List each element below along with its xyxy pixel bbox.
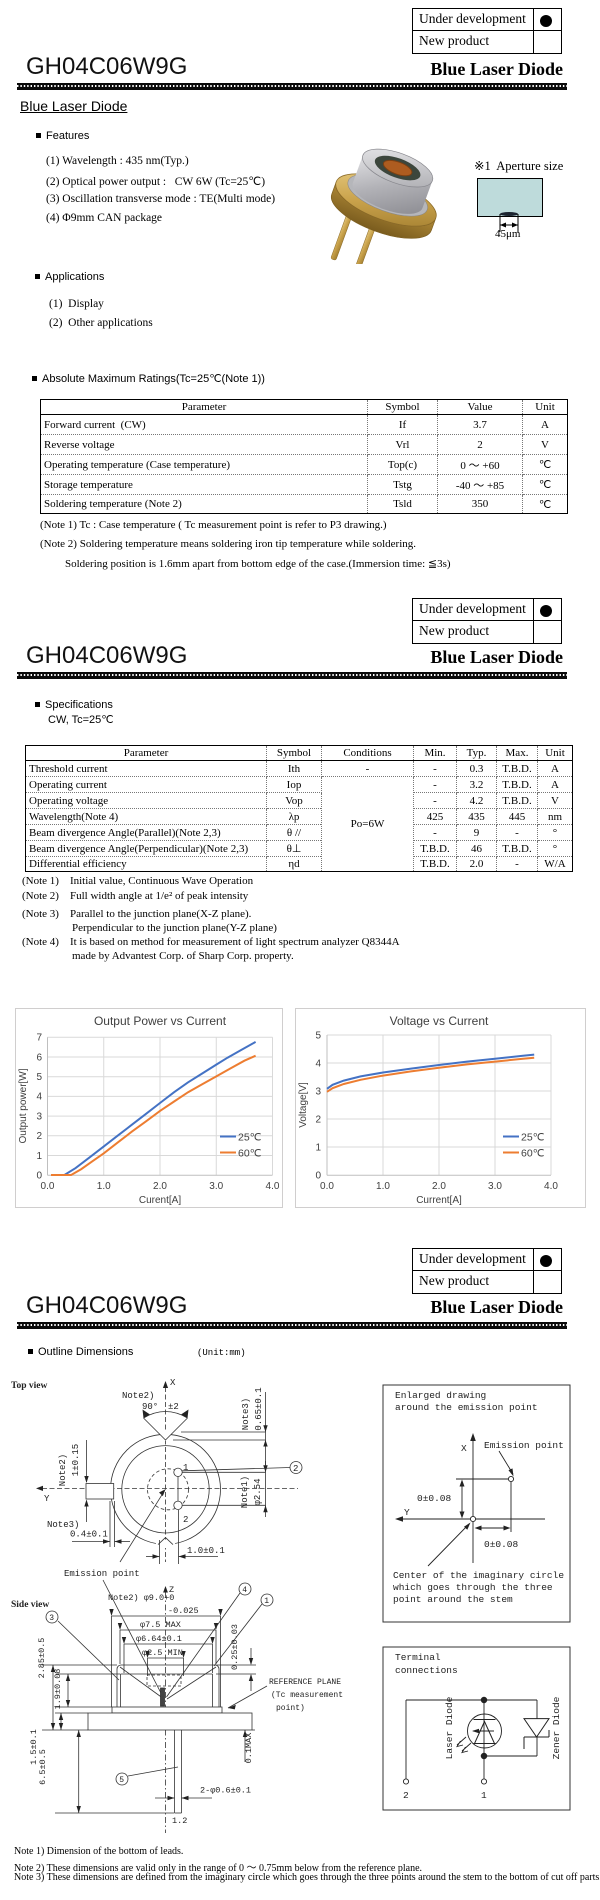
svg-text:4: 4	[36, 1092, 42, 1103]
svg-text:2.85±0.5: 2.85±0.5	[37, 1638, 47, 1679]
svg-text:Emission point: Emission point	[484, 1440, 564, 1451]
svg-text:6.5±0.5: 6.5±0.5	[38, 1749, 48, 1785]
svg-text:Top view: Top view	[11, 1381, 47, 1391]
svg-text:-0.025: -0.025	[168, 1606, 199, 1616]
svg-text:1: 1	[183, 1463, 188, 1473]
svg-text:5: 5	[315, 1031, 321, 1042]
svg-text:0.25±0.03: 0.25±0.03	[230, 1624, 240, 1670]
svg-text:φ2.54: φ2.54	[253, 1478, 263, 1505]
svg-text:point around the stem: point around the stem	[393, 1594, 513, 1605]
svg-text:0±0.08: 0±0.08	[417, 1493, 452, 1504]
svg-text:1.5±0.1: 1.5±0.1	[29, 1729, 39, 1765]
svg-text:Y: Y	[44, 1494, 50, 1504]
svg-text:2.0: 2.0	[153, 1181, 167, 1192]
svg-text:3.0: 3.0	[488, 1181, 502, 1192]
svg-text:1.9±0.08: 1.9±0.08	[53, 1669, 63, 1710]
svg-text:Note2) φ9.0+0: Note2) φ9.0+0	[108, 1593, 174, 1603]
svg-text:around the emission point: around the emission point	[395, 1402, 538, 1413]
svg-text:Voltage[V]: Voltage[V]	[298, 1082, 309, 1128]
svg-text:0.1MAX: 0.1MAX	[244, 1733, 254, 1764]
svg-text:Note3): Note3)	[47, 1520, 79, 1530]
svg-text:Z: Z	[169, 1585, 174, 1595]
svg-text:X: X	[170, 1378, 176, 1388]
svg-text:connections: connections	[395, 1665, 458, 1676]
svg-text:1: 1	[481, 1790, 487, 1801]
svg-text:5: 5	[36, 1072, 42, 1083]
svg-text:0: 0	[315, 1171, 321, 1182]
svg-text:Note3): Note3)	[241, 1398, 251, 1430]
svg-text:90°: 90°	[142, 1402, 158, 1412]
svg-text:1.2: 1.2	[172, 1816, 187, 1826]
svg-text:0.4±0.1: 0.4±0.1	[70, 1530, 108, 1540]
svg-text:φ6.64±0.1: φ6.64±0.1	[136, 1634, 182, 1644]
svg-text:0.0: 0.0	[41, 1181, 55, 1192]
svg-text:3: 3	[49, 1614, 54, 1623]
svg-text:3.0: 3.0	[209, 1181, 223, 1192]
svg-text:2-φ0.6±0.1: 2-φ0.6±0.1	[200, 1786, 251, 1796]
svg-text:1.0±0.1: 1.0±0.1	[187, 1546, 225, 1556]
svg-text:±2: ±2	[168, 1402, 179, 1412]
svg-text:2: 2	[315, 1115, 321, 1126]
svg-text:Laser Diode: Laser Diode	[444, 1696, 455, 1759]
svg-text:which goes through the three: which goes through the three	[393, 1582, 553, 1593]
svg-text:0.0: 0.0	[320, 1181, 334, 1192]
svg-text:5: 5	[119, 1776, 124, 1785]
svg-text:Current[A]: Current[A]	[416, 1195, 462, 1206]
svg-text:2: 2	[183, 1515, 188, 1525]
svg-text:1.0: 1.0	[376, 1181, 390, 1192]
svg-text:2: 2	[36, 1131, 42, 1142]
svg-text:Enlarged drawing: Enlarged drawing	[395, 1390, 486, 1401]
svg-text:Terminal: Terminal	[395, 1652, 441, 1663]
svg-text:Output Power vs Current: Output Power vs Current	[94, 1014, 227, 1028]
svg-text:2: 2	[293, 1464, 298, 1474]
svg-text:1±0.15: 1±0.15	[71, 1444, 81, 1476]
svg-text:0: 0	[36, 1171, 42, 1182]
svg-text:φ7.5 MAX: φ7.5 MAX	[140, 1620, 181, 1630]
svg-text:1: 1	[36, 1151, 42, 1162]
svg-text:2: 2	[403, 1790, 409, 1801]
svg-text:25℃: 25℃	[521, 1132, 545, 1144]
svg-text:Note2): Note2)	[122, 1391, 154, 1401]
svg-text:Output power[W]: Output power[W]	[18, 1068, 29, 1143]
svg-text:Voltage vs Current: Voltage vs Current	[390, 1014, 489, 1028]
svg-text:Note1): Note1)	[240, 1476, 250, 1508]
svg-text:0±0.08: 0±0.08	[484, 1539, 519, 1550]
svg-text:4.0: 4.0	[266, 1181, 280, 1192]
svg-text:(Tc measurement: (Tc measurement	[271, 1691, 343, 1700]
svg-text:point): point)	[276, 1704, 305, 1713]
svg-text:1: 1	[315, 1143, 321, 1154]
svg-text:6: 6	[36, 1052, 42, 1063]
svg-text:4: 4	[242, 1586, 247, 1595]
svg-text:Note2): Note2)	[58, 1454, 68, 1486]
svg-text:4: 4	[315, 1059, 321, 1070]
svg-text:Center of the imaginary circle: Center of the imaginary circle	[393, 1570, 564, 1581]
svg-text:Zener Diode: Zener Diode	[551, 1696, 562, 1759]
svg-text:φ2.5 MIN: φ2.5 MIN	[142, 1648, 183, 1658]
svg-text:Emission point: Emission point	[64, 1569, 140, 1579]
svg-text:Y: Y	[404, 1507, 410, 1518]
svg-text:3: 3	[315, 1087, 321, 1098]
svg-text:0.65±0.1: 0.65±0.1	[254, 1387, 264, 1430]
svg-text:Curent[A]: Curent[A]	[139, 1195, 181, 1206]
svg-text:Side view: Side view	[11, 1600, 49, 1610]
svg-text:4.0: 4.0	[544, 1181, 558, 1192]
svg-text:60℃: 60℃	[238, 1148, 262, 1160]
svg-text:7: 7	[36, 1033, 42, 1044]
svg-text:1: 1	[264, 1597, 269, 1606]
svg-text:X: X	[461, 1443, 467, 1454]
svg-text:REFERENCE PLANE: REFERENCE PLANE	[269, 1678, 341, 1687]
svg-text:3: 3	[36, 1111, 42, 1122]
svg-text:2.0: 2.0	[432, 1181, 446, 1192]
svg-text:60℃: 60℃	[521, 1148, 545, 1160]
svg-text:25℃: 25℃	[238, 1132, 262, 1144]
svg-text:1.0: 1.0	[97, 1181, 111, 1192]
